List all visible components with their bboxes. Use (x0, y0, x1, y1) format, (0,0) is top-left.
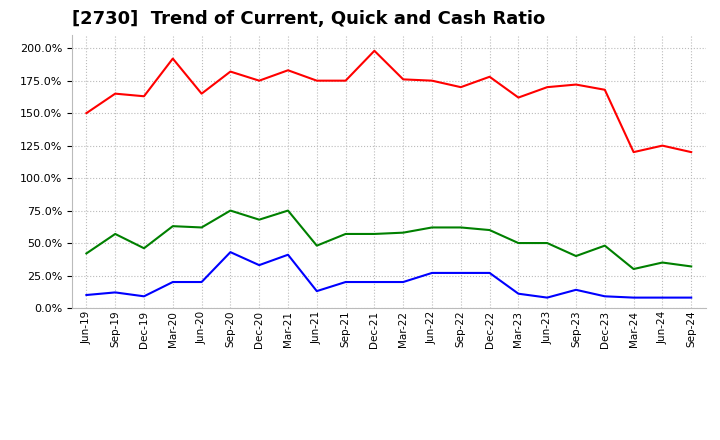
Quick Ratio (226, 208, 235, 213)
Cash Ratio (572, 287, 580, 293)
Cash Ratio (485, 270, 494, 275)
Quick Ratio (399, 230, 408, 235)
Current Ratio (168, 56, 177, 61)
Cash Ratio (140, 293, 148, 299)
Cash Ratio (428, 270, 436, 275)
Current Ratio (428, 78, 436, 83)
Current Ratio (629, 150, 638, 155)
Cash Ratio (111, 290, 120, 295)
Quick Ratio (600, 243, 609, 248)
Cash Ratio (197, 279, 206, 285)
Current Ratio (543, 84, 552, 90)
Current Ratio (399, 77, 408, 82)
Cash Ratio (168, 279, 177, 285)
Current Ratio (111, 91, 120, 96)
Current Ratio (226, 69, 235, 74)
Current Ratio (572, 82, 580, 87)
Cash Ratio (543, 295, 552, 300)
Quick Ratio (111, 231, 120, 237)
Current Ratio (140, 94, 148, 99)
Current Ratio (284, 68, 292, 73)
Quick Ratio (341, 231, 350, 237)
Quick Ratio (543, 240, 552, 246)
Current Ratio (600, 87, 609, 92)
Quick Ratio (629, 266, 638, 271)
Current Ratio (197, 91, 206, 96)
Cash Ratio (341, 279, 350, 285)
Quick Ratio (255, 217, 264, 222)
Quick Ratio (82, 251, 91, 256)
Current Ratio (370, 48, 379, 53)
Line: Current Ratio: Current Ratio (86, 51, 691, 152)
Quick Ratio (140, 246, 148, 251)
Quick Ratio (197, 225, 206, 230)
Cash Ratio (399, 279, 408, 285)
Current Ratio (658, 143, 667, 148)
Cash Ratio (255, 263, 264, 268)
Current Ratio (82, 110, 91, 116)
Cash Ratio (687, 295, 696, 300)
Current Ratio (514, 95, 523, 100)
Current Ratio (255, 78, 264, 83)
Quick Ratio (284, 208, 292, 213)
Current Ratio (687, 150, 696, 155)
Quick Ratio (456, 225, 465, 230)
Cash Ratio (226, 249, 235, 255)
Cash Ratio (284, 252, 292, 257)
Line: Quick Ratio: Quick Ratio (86, 211, 691, 269)
Quick Ratio (370, 231, 379, 237)
Cash Ratio (370, 279, 379, 285)
Cash Ratio (514, 291, 523, 297)
Cash Ratio (600, 293, 609, 299)
Current Ratio (456, 84, 465, 90)
Quick Ratio (428, 225, 436, 230)
Quick Ratio (514, 240, 523, 246)
Quick Ratio (687, 264, 696, 269)
Cash Ratio (629, 295, 638, 300)
Cash Ratio (82, 292, 91, 297)
Quick Ratio (572, 253, 580, 259)
Cash Ratio (658, 295, 667, 300)
Cash Ratio (312, 289, 321, 294)
Quick Ratio (312, 243, 321, 248)
Quick Ratio (168, 224, 177, 229)
Current Ratio (341, 78, 350, 83)
Quick Ratio (485, 227, 494, 233)
Quick Ratio (658, 260, 667, 265)
Cash Ratio (456, 270, 465, 275)
Current Ratio (312, 78, 321, 83)
Text: [2730]  Trend of Current, Quick and Cash Ratio: [2730] Trend of Current, Quick and Cash … (72, 10, 545, 28)
Line: Cash Ratio: Cash Ratio (86, 252, 691, 297)
Current Ratio (485, 74, 494, 79)
